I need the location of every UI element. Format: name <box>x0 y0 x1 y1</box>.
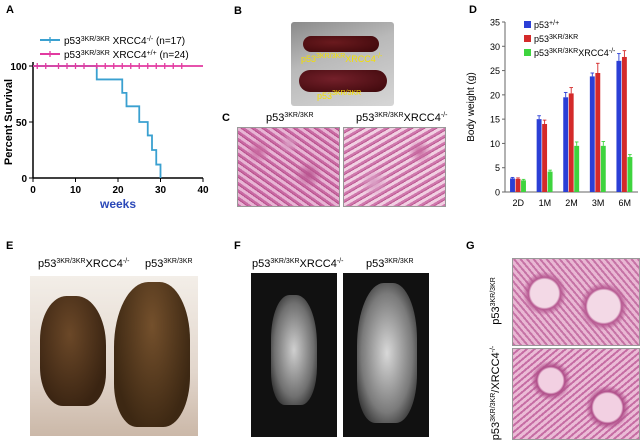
survival-chart: 0 50 100 0 10 20 30 40 weeks Percent Survival p533… <box>0 0 215 215</box>
mice-right-label: p533KR/3KR <box>145 258 193 270</box>
x-tick-label: 3M <box>592 198 605 208</box>
panel-letter-b: B <box>234 5 242 17</box>
legend-swatch-1 <box>524 21 531 28</box>
testis-bottom-label: p533KR/3KR/XRCC4-/- <box>486 348 506 438</box>
survival-series-1 <box>33 66 161 178</box>
bar-2-2M <box>569 93 574 192</box>
xray-left-label: p533KR/3KRXRCC4-/- <box>252 258 343 270</box>
y-tick-label: 15 <box>490 115 500 125</box>
bar-2-2D <box>516 179 521 192</box>
x-tick-label: 2M <box>565 198 578 208</box>
testis-top-label: p533KR/3KR <box>486 258 506 344</box>
x-tick-label: 40 <box>197 185 209 196</box>
bar-3-2M <box>574 146 579 192</box>
testis-top-image <box>512 258 640 346</box>
mice-left-label: p533KR/3KRXRCC4-/- <box>38 258 129 270</box>
xray-mouse-large <box>357 283 417 423</box>
testis-bottom-image <box>512 348 640 440</box>
bar-2-1M <box>542 124 547 192</box>
spleen-large <box>299 70 387 92</box>
legend-entry-3: p533KR/3KRXRCC4-/- <box>534 48 616 59</box>
panel-letter-e: E <box>6 240 13 252</box>
histology-left-image <box>237 127 340 207</box>
xray-left-image <box>251 273 337 437</box>
y-tick-label: 50 <box>16 118 28 129</box>
panel-letter-c: C <box>222 112 230 124</box>
legend-entry-2: p533KR/3KR XRCC4+/+ (n=24) <box>64 50 189 62</box>
x-axis-label: weeks <box>99 197 136 211</box>
legend-entry-2: p533KR/3KR <box>534 34 578 45</box>
bar-3-1M <box>548 172 553 192</box>
bar-3-2D <box>521 180 526 192</box>
legend-entry-1: p53+/+ <box>534 20 559 31</box>
bar-3-6M <box>627 157 632 192</box>
legend-swatch-3 <box>524 49 531 56</box>
bar-1-3M <box>590 76 595 192</box>
x-tick-label: 0 <box>30 185 36 196</box>
spleen-small <box>303 36 379 52</box>
y-tick-label: 30 <box>490 42 500 52</box>
bar-1-2M <box>563 97 568 192</box>
y-axis-label: Percent Survival <box>3 79 15 165</box>
x-tick-label: 6M <box>618 198 631 208</box>
xray-mouse-small <box>271 295 317 405</box>
legend-swatch-2 <box>524 35 531 42</box>
x-tick-label: 10 <box>70 185 82 196</box>
bar-2-6M <box>622 57 627 192</box>
y-tick-label: 35 <box>490 18 500 28</box>
histology-right-label: p533KR/3KRXRCC4-/- <box>356 112 447 124</box>
histology-left-label: p533KR/3KR <box>266 112 314 124</box>
y-tick-label: 5 <box>495 163 500 173</box>
y-tick-label: 10 <box>490 139 500 149</box>
bodyweight-chart: 0 5 10 15 20 25 30 35 Body weight (g) 2D 1M 2M 3M 6M p… <box>460 0 642 215</box>
y-tick-label: 100 <box>10 62 27 73</box>
y-tick-label: 0 <box>21 174 27 185</box>
x-tick-label: 30 <box>155 185 167 196</box>
x-tick-label: 20 <box>112 185 124 196</box>
y-tick-label: 25 <box>490 66 500 76</box>
xray-right-image <box>343 273 429 437</box>
y-axis-label: Body weight (g) <box>466 72 477 141</box>
histology-right-image <box>343 127 446 207</box>
xray-right-label: p533KR/3KR <box>366 258 414 270</box>
mice-photo <box>30 276 198 436</box>
mouse-large <box>114 282 190 427</box>
panel-letter-g: G <box>466 240 475 252</box>
bar-1-6M <box>616 61 621 192</box>
x-tick-label: 1M <box>539 198 552 208</box>
spleen-label-bottom: p533KR/3KR <box>317 91 361 101</box>
spleen-photo: p533KR/3KRXRCC4-/- p533KR/3KR <box>291 22 394 106</box>
bar-2-3M <box>595 73 600 192</box>
y-tick-label: 20 <box>490 90 500 100</box>
y-tick-label: 0 <box>495 188 500 198</box>
legend-entry-1: p533KR/3KR XRCC4-/- (n=17) <box>64 36 185 48</box>
bar-1-2D <box>510 178 515 192</box>
x-tick-label: 2D <box>513 198 525 208</box>
spleen-label-top: p533KR/3KRXRCC4-/- <box>301 54 382 64</box>
mouse-small <box>40 296 106 406</box>
panel-letter-f: F <box>234 240 241 252</box>
bar-1-1M <box>537 119 542 192</box>
bar-3-3M <box>601 146 606 192</box>
